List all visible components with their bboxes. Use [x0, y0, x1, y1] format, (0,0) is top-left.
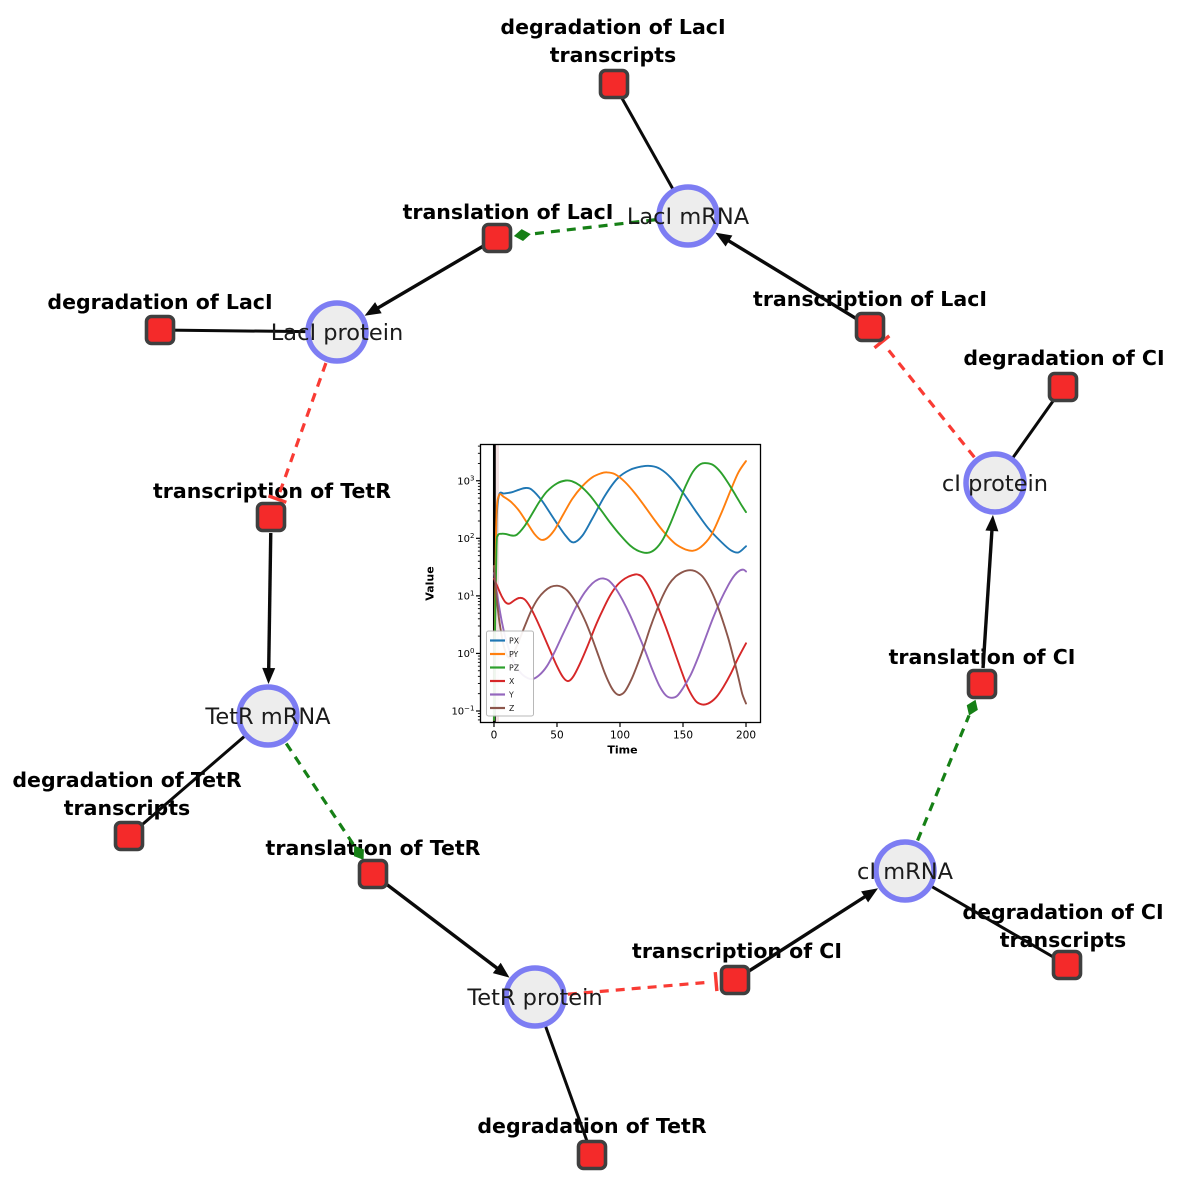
species-node-ci_mrna[interactable] [873, 839, 937, 903]
species-node-laci_mrna[interactable] [656, 184, 720, 248]
series-X [493, 573, 747, 706]
reaction-label: degradation of CI [962, 900, 1163, 924]
arrowhead-icon [861, 888, 879, 903]
reaction-node-transcription_laci[interactable] [854, 311, 886, 343]
reaction-label: translation of LacI [403, 200, 614, 224]
series-Z [493, 565, 747, 705]
edges-layer [128, 83, 1068, 1156]
reaction-label: translation of TetR [266, 836, 481, 860]
legend-entry-label: PY [509, 650, 519, 659]
legend: PX PY PZ XYZ [486, 630, 534, 717]
inhibitor-tbar-icon [713, 971, 719, 992]
arrowhead-icon [985, 514, 999, 532]
reaction-node-transcription_tetr[interactable] [255, 501, 287, 533]
reaction-label: degradation of TetR [477, 1114, 706, 1138]
reaction-node-deg_ci[interactable] [1047, 371, 1079, 403]
edge-tetr_mrna-translation_tetr [284, 742, 364, 860]
legend-entry-label: PZ [509, 664, 519, 673]
reaction-label: degradation of LacI [500, 15, 725, 39]
modifier-diamond-icon [966, 699, 978, 716]
reaction-label: transcription of TetR [153, 479, 391, 503]
species-node-laci_protein[interactable] [305, 300, 369, 364]
reaction-node-deg_laci[interactable] [144, 314, 176, 346]
edge-laci_protein-transcription_tetr [267, 362, 328, 504]
edge-tetr_protein-transcription_ci [567, 971, 719, 996]
edge-ci_mrna-translation_ci [916, 699, 978, 842]
reaction-label: degradation of LacI [47, 290, 272, 314]
arrowhead-icon [492, 962, 510, 978]
reaction-node-deg_tetr[interactable] [576, 1139, 608, 1171]
edge-translation_tetr-tetr_protein [384, 882, 510, 978]
edge-translation_ci-ci_protein [981, 514, 999, 669]
edge-transcription_ci-ci_mrna [747, 888, 879, 973]
arrowhead-icon [262, 667, 276, 685]
reaction-label: degradation of TetR [12, 768, 241, 792]
reaction-node-transcription_ci[interactable] [719, 964, 751, 996]
species-label: cI mRNA [857, 859, 954, 885]
reaction-node-deg_ci_tx[interactable] [1051, 949, 1083, 981]
legend-entry-label: Y [508, 691, 514, 700]
y-axis-label: Value [424, 566, 437, 600]
species-node-tetr_protein[interactable] [503, 965, 567, 1029]
modifier-diamond-icon [513, 229, 531, 242]
species-label: TetR protein [466, 985, 602, 1011]
x-axis-label: Time [607, 744, 637, 757]
series-PX [493, 464, 747, 721]
x-tick-label: 100 [610, 730, 630, 742]
species-node-tetr_mrna[interactable] [236, 684, 300, 748]
species-label: LacI protein [271, 320, 403, 346]
reaction-node-deg_tetr_tx[interactable] [113, 820, 145, 852]
inhibitor-tbar-icon [873, 334, 891, 350]
species-node-ci_protein[interactable] [963, 451, 1027, 515]
inset-plot: 0 50 100 150 20010−1100101102103TimeValuePXP… [424, 432, 779, 781]
modifier-diamond-icon [353, 845, 364, 860]
reaction-label: degradation of CI [963, 346, 1164, 370]
reaction-label: transcription of CI [632, 939, 842, 963]
nodes-layer [113, 68, 1083, 1171]
x-tick-label: 150 [673, 730, 693, 742]
edge-transcription_laci-laci_mrna [715, 232, 858, 321]
legend-entry-label: Z [509, 704, 514, 713]
species-label: cI protein [942, 471, 1048, 497]
species-labels-layer: LacI mRNA LacI protein TetR mRNA TetR prote… [204, 204, 1048, 1011]
inhibitor-tbar-icon [267, 494, 287, 504]
reaction-node-deg_laci_tx[interactable] [598, 68, 630, 100]
x-tick-label: 50 [550, 730, 563, 742]
edge-laci_mrna-translation_laci [513, 218, 656, 242]
species-label: TetR mRNA [204, 704, 331, 730]
reaction-node-translation_laci[interactable] [481, 222, 513, 254]
x-tick-label: 0 [491, 730, 498, 742]
reaction-label: transcription of LacI [753, 287, 987, 311]
series-PZ [493, 462, 747, 721]
reaction-labels-layer: degradation of LacI transcripts translatio… [12, 15, 1164, 1138]
reaction-label: transcripts [550, 43, 677, 67]
curves [493, 460, 747, 721]
arrowhead-icon [364, 302, 382, 316]
arrowhead-icon [715, 232, 733, 247]
series-PY [493, 460, 747, 721]
reaction-node-translation_tetr[interactable] [357, 858, 389, 890]
x-tick-label: 200 [736, 730, 756, 742]
reaction-label: transcripts [1000, 928, 1127, 952]
edge-transcription_tetr-tetr_mrna [262, 532, 276, 685]
legend-entry-label: X [509, 677, 515, 686]
edge-translation_laci-laci_protein [364, 244, 485, 316]
legend-entry-label: PX [509, 637, 520, 646]
edge-ci_protein-transcription_laci [873, 334, 976, 459]
species-label: LacI mRNA [627, 204, 750, 230]
reaction-node-translation_ci[interactable] [966, 668, 998, 700]
